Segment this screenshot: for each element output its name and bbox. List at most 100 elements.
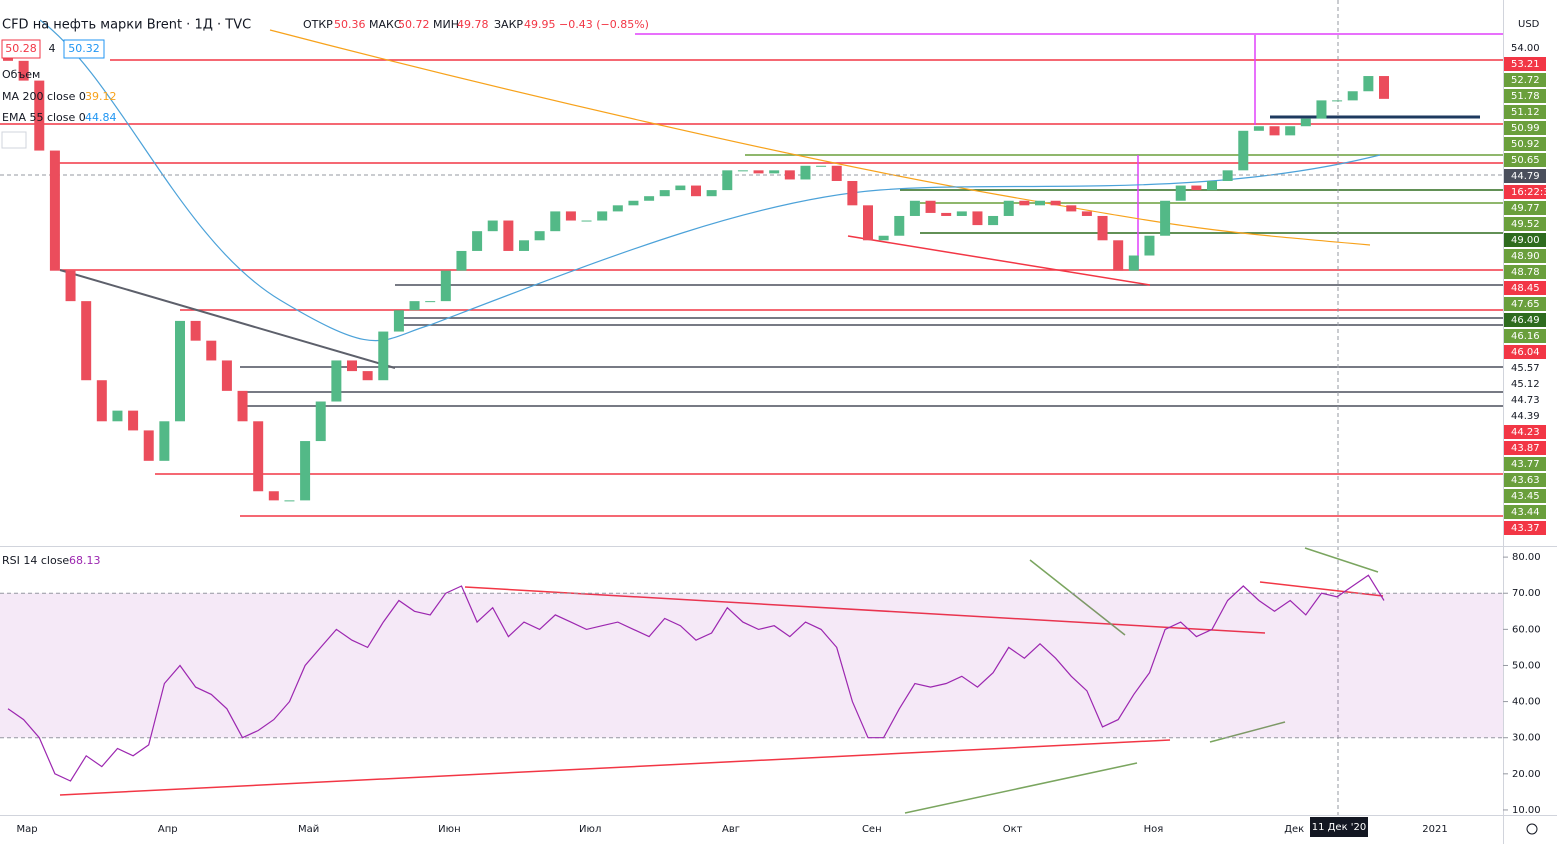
rsi-tick-label: 50.00 — [1512, 660, 1541, 671]
spread: 4 — [49, 42, 56, 55]
candle — [1347, 91, 1358, 101]
price-label-box — [1504, 281, 1546, 295]
x-tick-label: Дек — [1284, 824, 1304, 835]
candle — [581, 220, 592, 222]
candle — [597, 211, 608, 221]
ohlc-value: 49.95 — [524, 18, 556, 31]
price-axis: 54.00 53.21 52.72 51.78 51.12 50.99 50.92 50.65… — [1503, 41, 1556, 816]
candle — [440, 270, 451, 302]
price-label: 46.16 — [1511, 331, 1540, 342]
candle — [565, 211, 576, 221]
candle — [1003, 200, 1014, 216]
price-label-box — [1504, 137, 1546, 151]
candle — [81, 301, 92, 381]
ohlc-label: ОТКР — [303, 18, 333, 31]
collapse-button[interactable] — [1, 131, 27, 149]
candle — [863, 205, 873, 241]
candle — [659, 190, 670, 197]
price-label-box — [1504, 361, 1546, 375]
price-label: 44.73 — [1511, 395, 1540, 406]
price-label-box — [1504, 73, 1546, 87]
candle — [628, 200, 639, 206]
candle — [1175, 185, 1186, 201]
ohlc-value: 50.72 — [398, 18, 430, 31]
candle — [550, 211, 561, 232]
candle — [878, 235, 889, 241]
price-label: 50.92 — [1511, 139, 1540, 150]
candle — [65, 270, 76, 302]
price-label-box — [1504, 505, 1546, 519]
rsi-tick-label: 80.00 — [1512, 552, 1541, 563]
price-label-box — [1504, 249, 1546, 263]
candle — [800, 165, 811, 180]
price-label: 48.45 — [1511, 283, 1540, 294]
price-label-box — [1504, 457, 1546, 471]
drawings — [0, 0, 1503, 815]
ohlc-value: 50.36 — [334, 18, 366, 31]
candle — [847, 180, 858, 206]
price-label-box — [1504, 329, 1546, 343]
bid-box[interactable] — [1, 39, 41, 59]
candle — [988, 215, 999, 226]
price-label: 45.12 — [1511, 379, 1540, 390]
candle — [909, 200, 920, 216]
candle — [1050, 200, 1061, 206]
candle — [1363, 76, 1374, 92]
ask: 50.32 — [68, 42, 100, 55]
price-label-box — [1504, 409, 1546, 423]
ask-box[interactable] — [63, 39, 105, 59]
candle — [737, 170, 748, 172]
candle — [362, 371, 373, 381]
candle — [315, 401, 326, 442]
price-label-box — [1504, 393, 1546, 407]
settings-icon[interactable] — [1526, 823, 1538, 835]
candle — [237, 390, 248, 422]
candle — [691, 185, 701, 197]
candle — [456, 250, 467, 271]
price-label: 44.23 — [1511, 427, 1540, 438]
rsi-tick-label: 30.00 — [1512, 733, 1541, 744]
price-label: 53.21 — [1511, 59, 1540, 70]
legend-ema-value: 44.84 — [85, 111, 117, 124]
price-label: 46.04 — [1511, 347, 1540, 358]
price-label-box — [1504, 441, 1546, 455]
bid: 50.28 — [5, 42, 37, 55]
candle — [1035, 200, 1045, 206]
candle — [1128, 255, 1139, 271]
candle — [1332, 100, 1343, 102]
price-label-box — [1504, 521, 1546, 535]
candle — [347, 360, 357, 372]
candle — [503, 220, 514, 251]
candle — [941, 212, 952, 216]
candle — [1066, 205, 1077, 212]
rsi-tick-label: 40.00 — [1512, 697, 1541, 708]
price-label: 48.90 — [1511, 251, 1540, 262]
candle — [1379, 76, 1389, 99]
ohlc-value: 49.78 — [457, 18, 489, 31]
candle — [96, 380, 107, 422]
candle — [816, 165, 827, 167]
candle — [487, 220, 498, 232]
price-label: 48.78 — [1511, 267, 1540, 278]
candle — [1081, 211, 1092, 216]
price-label: 43.87 — [1511, 443, 1540, 454]
ohlc-label: МИН — [433, 18, 459, 31]
x-tick-label: Июн — [438, 824, 460, 835]
price-label: 43.45 — [1511, 491, 1540, 502]
price-label: 43.37 — [1511, 523, 1540, 534]
candle — [143, 430, 154, 461]
candle — [159, 421, 170, 461]
candle — [519, 240, 529, 251]
price-label-box — [1504, 201, 1546, 215]
candle — [190, 320, 201, 341]
candle — [706, 190, 717, 197]
crosshair-date-box — [1310, 817, 1368, 837]
candle — [1316, 100, 1327, 119]
price-label: 44.39 — [1511, 411, 1540, 422]
x-tick-label: Апр — [158, 824, 178, 835]
price-pane — [3, 56, 1389, 502]
candle — [956, 211, 967, 216]
price-label-box — [1504, 217, 1546, 231]
candle — [331, 360, 342, 402]
